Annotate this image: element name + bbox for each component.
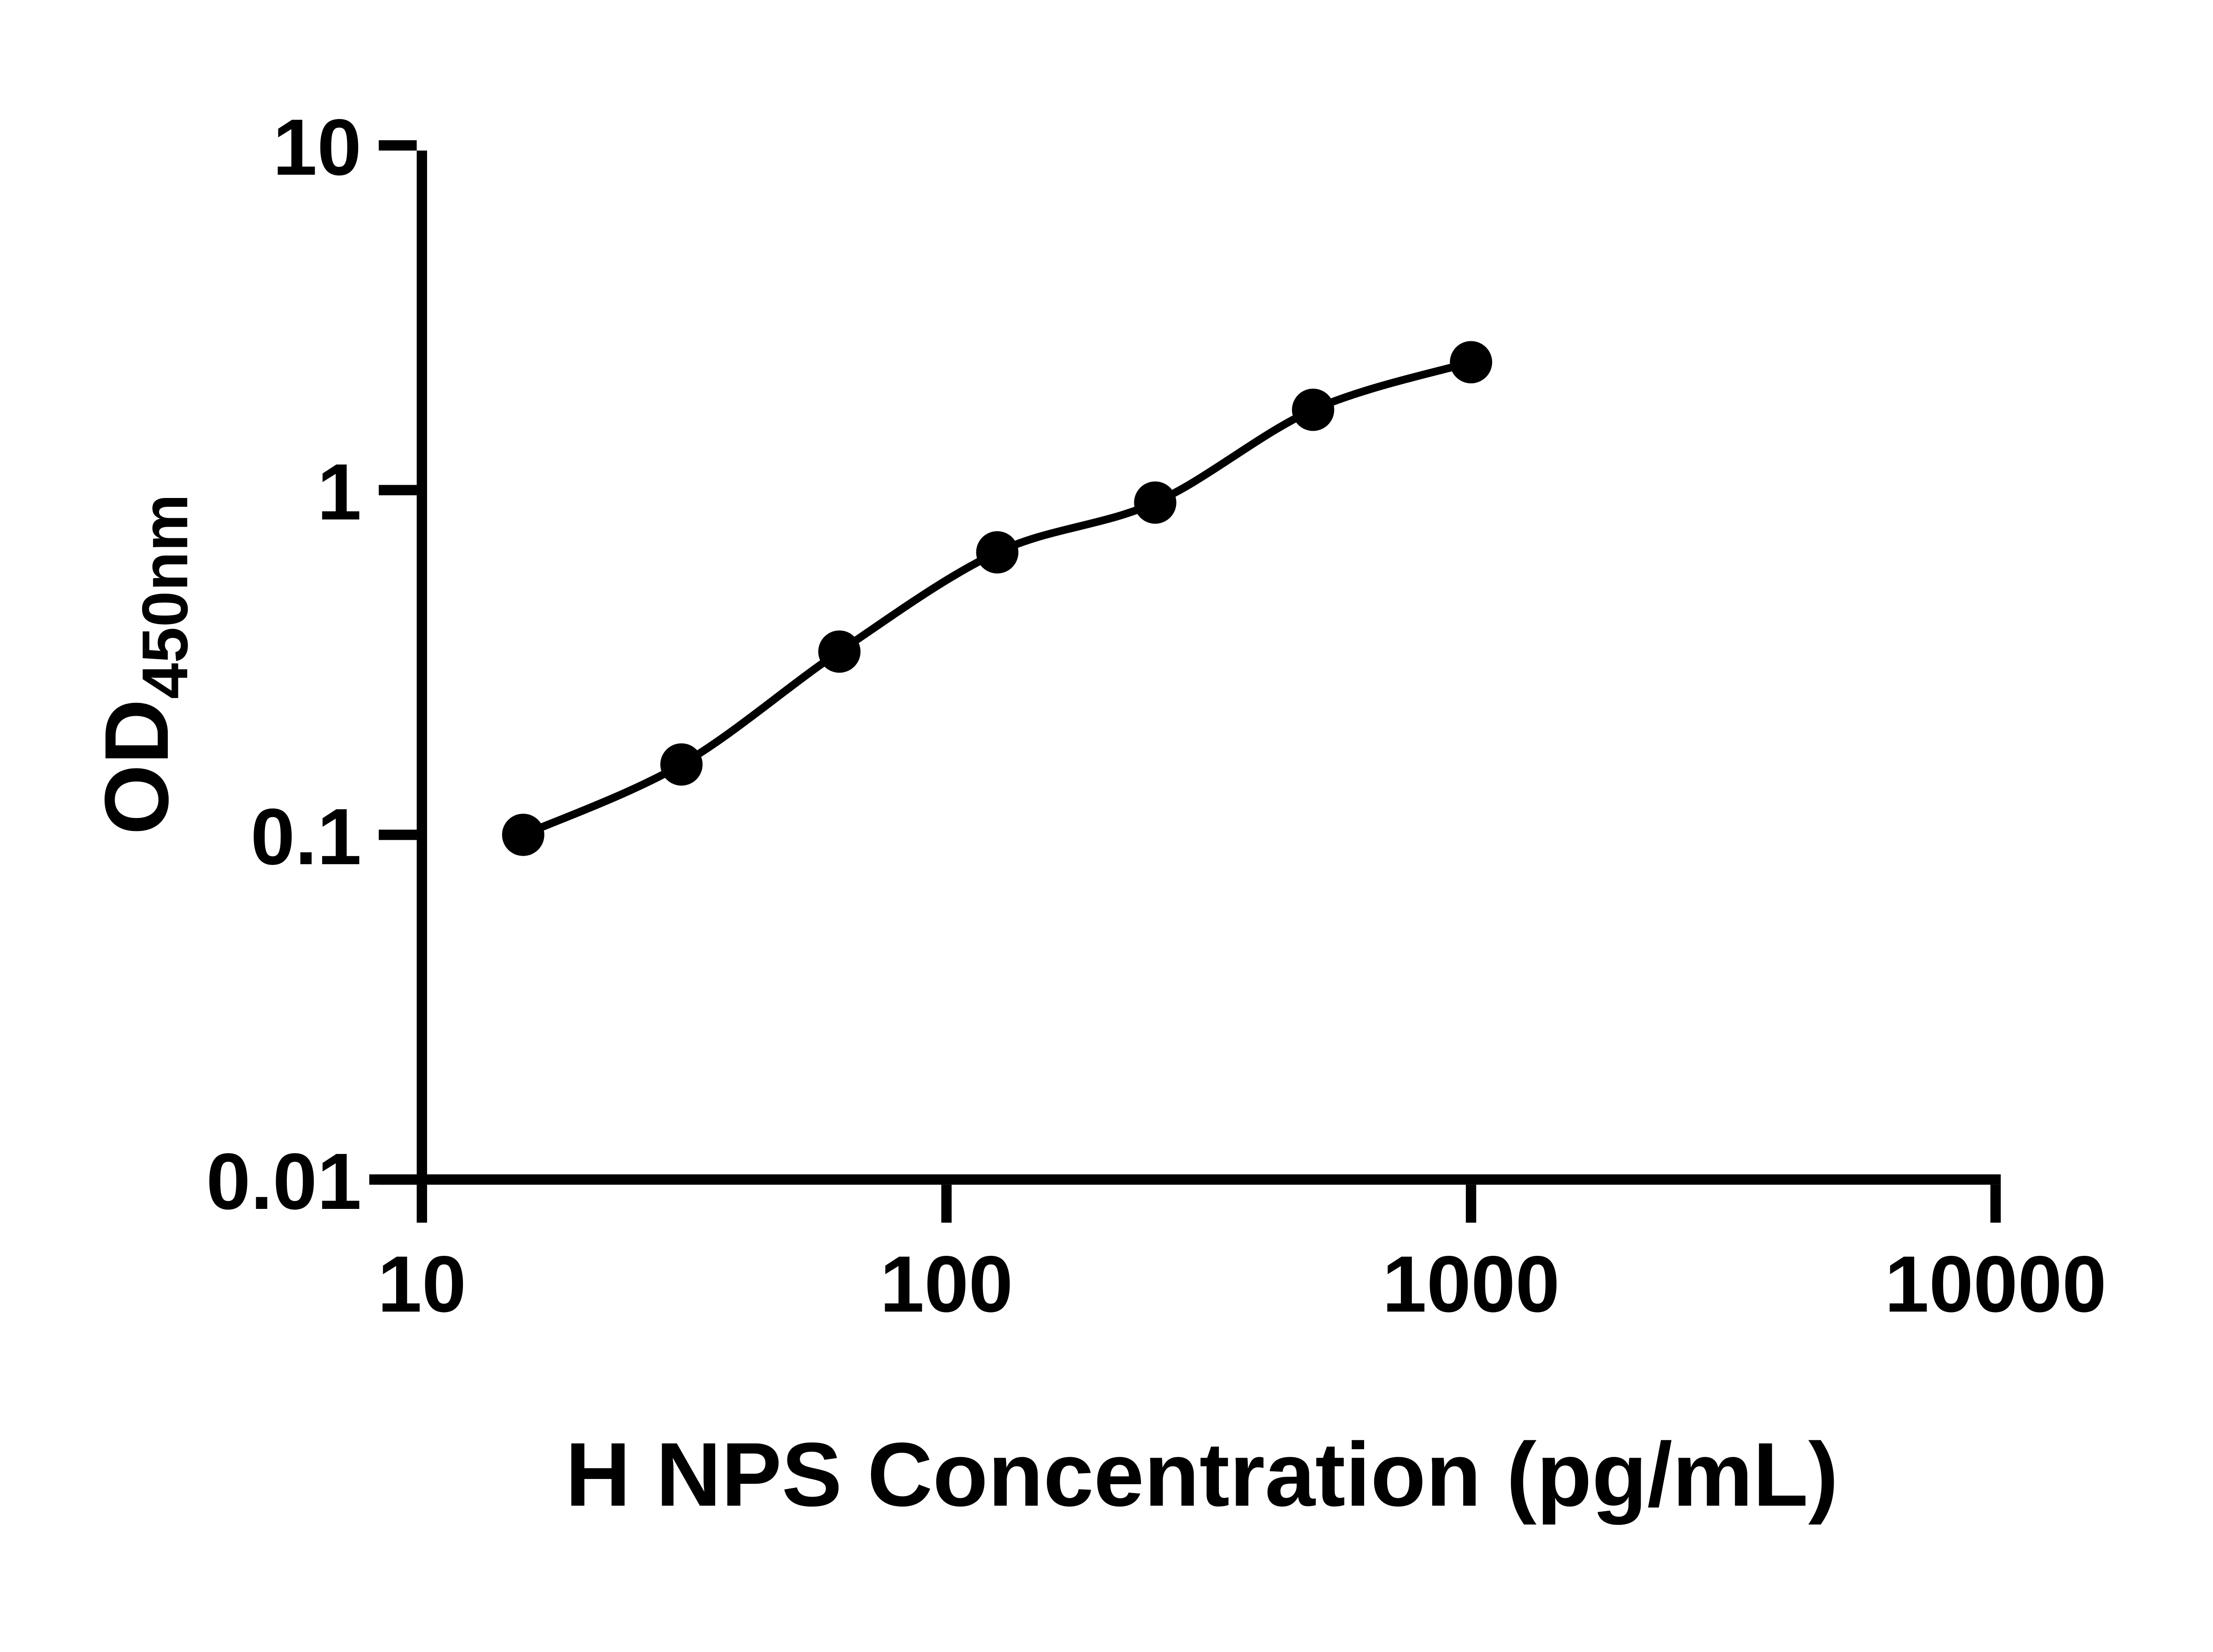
y-tick-label: 0.1 (251, 792, 362, 881)
data-point (818, 630, 861, 673)
y-tick-label: 1 (317, 448, 361, 537)
data-point (1134, 481, 1176, 524)
y-axis-title-subscript: 450nm (129, 494, 201, 699)
data-point (660, 743, 703, 786)
x-tick-label: 10 (378, 1240, 467, 1329)
x-tick-label: 1000 (1382, 1240, 1560, 1329)
y-tick-label: 0.01 (206, 1137, 362, 1226)
y-tick-label: 10 (273, 103, 362, 192)
data-point (976, 531, 1018, 574)
x-axis-title: H NPS Concentration (pg/mL) (565, 1424, 1838, 1525)
x-tick-label: 100 (880, 1240, 1013, 1329)
data-point (1450, 341, 1492, 383)
y-axis-title-main: OD (86, 699, 187, 835)
series-layer (502, 341, 1492, 856)
data-point (502, 814, 544, 856)
y-axis-title: OD450nm (86, 494, 201, 835)
data-point (1292, 388, 1334, 431)
axes-layer (369, 151, 2001, 1185)
elisa-standard-curve-figure: 10 1 0.1 0.01 10 100 1000 10000 H NPS Concentra… (86, 103, 2107, 1525)
x-tick-label: 10000 (1885, 1240, 2106, 1329)
